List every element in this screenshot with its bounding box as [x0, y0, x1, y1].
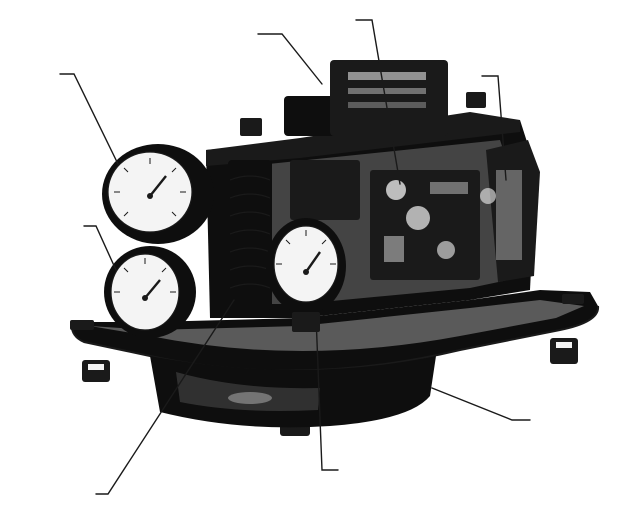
gauge-ticks: [114, 258, 176, 293]
leader-bottom-center: [315, 315, 339, 471]
leader-bottom-left: [95, 299, 235, 495]
front-center-pressure-gauge: [266, 218, 346, 332]
leader-left-lower: [83, 225, 117, 271]
gauge-needle: [305, 251, 321, 273]
mechanism-block: [290, 160, 360, 220]
cover-screw-left: [240, 118, 262, 136]
lower-left-pressure-gauge: [104, 246, 196, 338]
spring-column: [228, 160, 272, 310]
leader-left-upper: [59, 73, 119, 165]
gauge-stem: [292, 312, 320, 332]
leader-right-lower: [431, 387, 531, 421]
side-bracket-right: [480, 140, 540, 282]
gauge-needle: [144, 279, 161, 299]
base-bolt-left: [70, 320, 94, 330]
leader-lines: [59, 19, 531, 495]
leader-top-center: [257, 33, 323, 85]
gauge-needle: [149, 175, 167, 197]
top-cover: [206, 60, 520, 166]
top-cap: [330, 60, 448, 136]
gauge-ticks: [114, 158, 186, 217]
foot-left: [82, 360, 110, 382]
spring-assembly: [228, 160, 480, 310]
foot-right: [550, 338, 578, 364]
cover-screw-right: [466, 92, 486, 108]
base-bolt-right: [562, 294, 584, 304]
leader-top-right-inner: [355, 19, 401, 185]
gauge-ticks: [276, 230, 336, 265]
leader-top-right-outer: [481, 75, 507, 181]
bracket-bolt: [480, 188, 496, 204]
upper-left-pressure-gauge: [102, 144, 214, 244]
top-nut: [284, 96, 340, 136]
lower-housing: [150, 356, 436, 428]
